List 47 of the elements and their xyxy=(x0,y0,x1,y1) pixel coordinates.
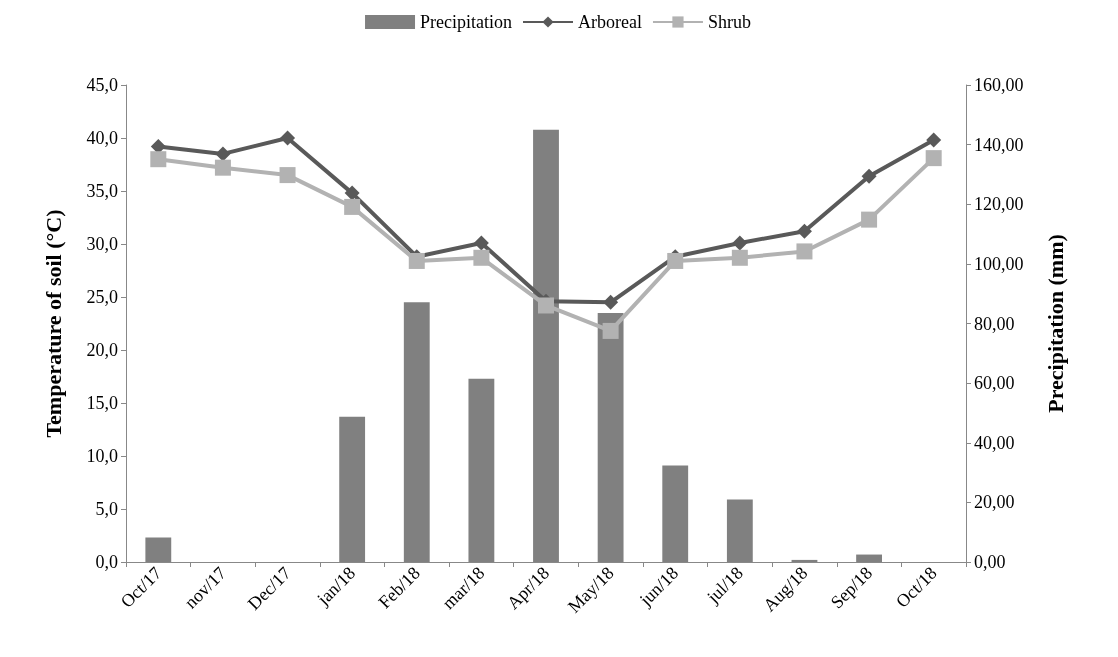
y2-tick-label: 140,00 xyxy=(974,134,1024,155)
point xyxy=(667,252,684,269)
point xyxy=(214,159,231,176)
y-tick-label: 40,0 xyxy=(86,128,118,148)
point xyxy=(408,252,425,269)
y2-tick-label: 60,00 xyxy=(974,373,1015,394)
point xyxy=(861,168,877,184)
point xyxy=(279,167,296,184)
point xyxy=(796,223,812,239)
y2-tick-label: 80,00 xyxy=(974,313,1015,334)
y2-tick-label: 0,00 xyxy=(974,552,1006,572)
point xyxy=(732,235,748,251)
point xyxy=(603,294,619,310)
point xyxy=(926,132,942,148)
y2-axis-title: Precipitation (mm) xyxy=(1042,234,1068,413)
point xyxy=(150,138,166,154)
y-tick-label: 25,0 xyxy=(86,287,118,307)
y-tick-label: 30,0 xyxy=(86,234,118,254)
legend-label: Arboreal xyxy=(578,12,642,32)
y-tick-label: 0,0 xyxy=(95,552,118,572)
point xyxy=(344,198,361,215)
y-tick-label: 10,0 xyxy=(86,446,118,466)
y-tick-label: 15,0 xyxy=(86,393,118,413)
point xyxy=(602,322,619,339)
point xyxy=(280,130,296,146)
point xyxy=(731,249,748,266)
legend-label: Precipitation xyxy=(420,12,513,32)
y-axis-title: Temperature of soil (°C) xyxy=(40,209,66,438)
point xyxy=(925,150,942,167)
point xyxy=(861,211,878,228)
y-tick-label: 45,0 xyxy=(86,75,118,95)
point xyxy=(215,146,231,162)
y2-tick-label: 100,00 xyxy=(974,253,1024,274)
legend-label: Shrub xyxy=(707,12,751,32)
y2-tick-label: 20,00 xyxy=(974,492,1015,513)
point xyxy=(473,235,489,251)
y-tick-label: 5,0 xyxy=(95,499,118,519)
y2-tick-label: 120,00 xyxy=(974,194,1024,215)
y-tick-label: 35,0 xyxy=(86,181,118,201)
point xyxy=(796,243,813,260)
y2-tick-label: 40,00 xyxy=(974,432,1015,453)
point xyxy=(344,185,360,201)
y2-tick-label: 160,00 xyxy=(974,75,1024,95)
y-tick-label: 20,0 xyxy=(86,340,118,360)
point xyxy=(473,249,490,266)
point xyxy=(150,151,167,168)
point xyxy=(538,297,554,314)
